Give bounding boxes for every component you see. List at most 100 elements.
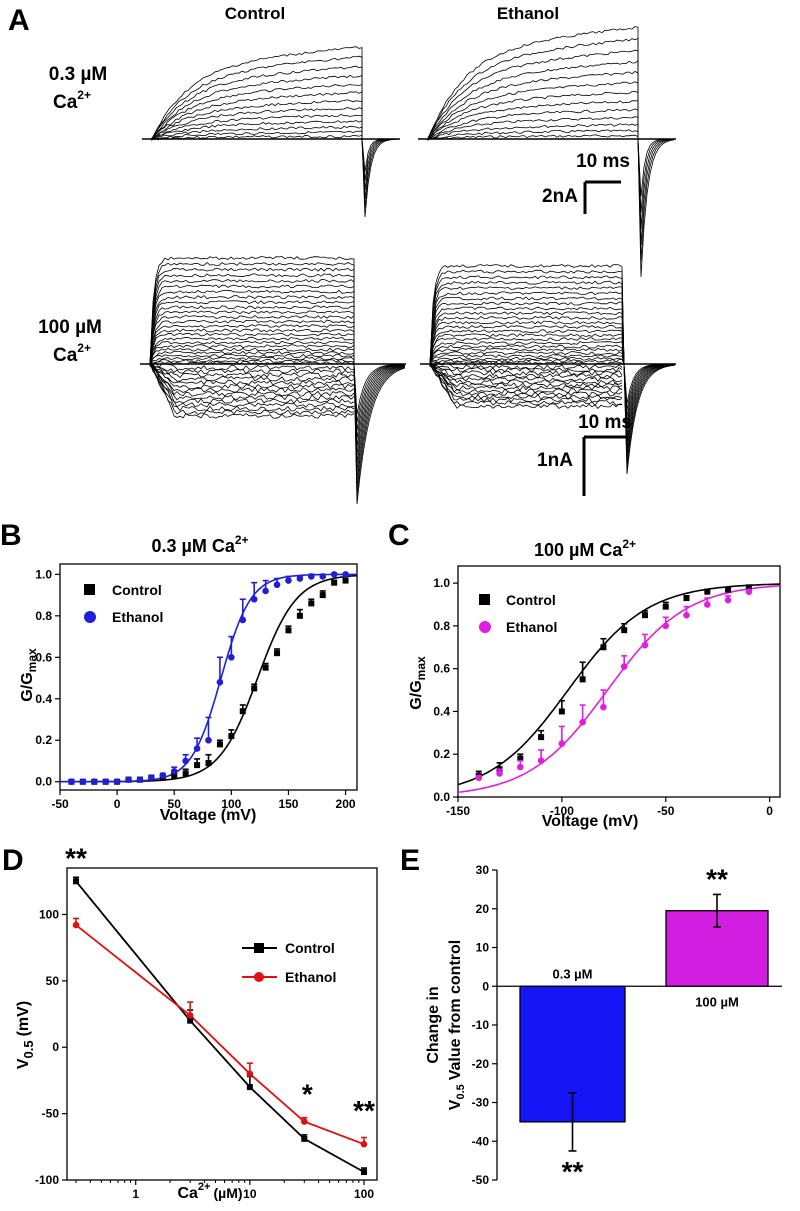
- data-point-control: [216, 741, 223, 748]
- y-tick-label: -10: [472, 1018, 490, 1032]
- data-point-ethanol: [496, 770, 503, 777]
- panel-b: B 0.3 µM Ca2+ -50 0 50 100 150 200 0.0 0.2 0.4 0.…: [0, 519, 358, 824]
- trace-outward: [140, 300, 355, 365]
- trace-tail: [353, 363, 406, 480]
- y-tick-label: 0.8: [433, 619, 450, 633]
- scale-bar-2-time: 10 ms: [578, 412, 632, 433]
- x-tick-label: 150: [278, 797, 298, 811]
- bar-category-label: 100 µM: [695, 994, 739, 1009]
- data-point-control: [262, 664, 269, 671]
- data-point-ethanol: [342, 571, 349, 578]
- trace-inward: [149, 362, 355, 375]
- scale-bar-1-current: 2nA: [542, 186, 578, 207]
- significance-marker: **: [65, 842, 87, 873]
- legend-marker-control: [479, 594, 490, 605]
- trace-tail: [353, 363, 406, 439]
- trace-outward: [140, 279, 355, 365]
- data-point-ethanol: [250, 595, 258, 603]
- y-tick-label: 0: [482, 979, 489, 993]
- data-point-ethanol: [68, 778, 75, 786]
- data-point-control: [228, 733, 235, 740]
- data-point-control: [187, 1017, 194, 1024]
- panel-a-ethanol-header: Ethanol: [497, 4, 559, 23]
- trace-tail: [637, 138, 675, 278]
- trace-outward: [420, 291, 625, 365]
- trace-outward: [142, 125, 363, 140]
- trace-outward: [140, 289, 355, 365]
- y-tick-label: 0.6: [433, 662, 450, 676]
- data-point-control: [579, 676, 586, 683]
- data-point-ethanol: [72, 921, 80, 929]
- panel-b-xlabel: Voltage (mV): [160, 807, 257, 824]
- trace-outward: [142, 74, 363, 140]
- data-point-control: [662, 603, 669, 610]
- data-point-ethanol: [620, 663, 628, 670]
- data-point-ethanol: [319, 573, 327, 580]
- data-point-control: [296, 612, 303, 619]
- legend-label-control: Control: [506, 592, 556, 608]
- data-point-ethanol: [475, 774, 483, 782]
- panel-e-ylabel-line2: V0.5Value from control: [447, 940, 467, 1110]
- data-point-ethanol: [517, 763, 524, 771]
- data-point-control: [725, 586, 732, 593]
- y-tick-label: -30: [472, 1096, 490, 1110]
- bar-1: [665, 910, 769, 987]
- y-tick-label: 0.4: [433, 704, 450, 718]
- trace-outward: [418, 81, 639, 140]
- trace-outward: [140, 336, 355, 365]
- data-point-control: [360, 1169, 367, 1176]
- trace-tail: [353, 363, 406, 505]
- x-tick-label: -50: [657, 804, 675, 818]
- trace-inward: [149, 360, 355, 371]
- data-point-control: [301, 1135, 308, 1142]
- trace-inward: [429, 364, 623, 376]
- legend-label-ethanol: Ethanol: [285, 969, 336, 985]
- trace-outward: [420, 296, 625, 366]
- data-point-control: [239, 708, 246, 715]
- data-point-ethanol: [558, 740, 566, 747]
- trace-inward: [149, 364, 355, 412]
- trace-inward: [429, 364, 623, 406]
- panel-d-letter: D: [2, 844, 24, 877]
- data-point-control: [641, 612, 648, 619]
- trace-tail: [353, 363, 406, 472]
- trace-outward: [420, 359, 625, 366]
- panel-e: E -50 -40 -30 -20 -10 0 10 20 30 0.3 µM ** 100 µM **…: [400, 844, 782, 1187]
- scale-bar-2-current: 1nA: [537, 450, 573, 471]
- trace-outward: [142, 130, 363, 141]
- trace-outward: [418, 129, 639, 140]
- y-tick-label: 0.2: [433, 747, 450, 761]
- trace-outward: [140, 324, 355, 365]
- significance-marker: **: [353, 1095, 375, 1126]
- data-point-control: [538, 734, 545, 741]
- panel-e-ylabel-line1: Change in: [425, 986, 442, 1063]
- data-point-ethanol: [703, 601, 711, 608]
- trace-outward: [420, 315, 625, 366]
- data-point-ethanol: [745, 588, 753, 595]
- y-tick-label: -40: [472, 1134, 490, 1148]
- y-tick-label: 100: [39, 907, 59, 921]
- data-point-ethanol: [360, 1140, 368, 1148]
- panel-a: A Control Ethanol 0.3 µM Ca2+ 100 µM Ca2…: [8, 4, 676, 505]
- trace-inward: [149, 362, 355, 405]
- data-point-ethanol: [113, 778, 121, 786]
- data-point-control: [308, 600, 315, 607]
- trace-outward: [418, 26, 639, 141]
- panel-b-chart: -50 0 50 100 150 200 0.0 0.2 0.4 0.6 0.8 1.0 Control…: [35, 563, 358, 811]
- data-point-control: [704, 588, 711, 595]
- y-tick-label: -100: [35, 1173, 59, 1187]
- x-tick-label: 50: [168, 797, 182, 811]
- data-point-ethanol: [182, 757, 189, 765]
- y-tick-label: 0.2: [35, 733, 52, 747]
- trace-tail: [353, 363, 406, 496]
- trace-tail: [637, 138, 675, 245]
- trace-inward: [429, 363, 623, 379]
- trace-outward: [420, 341, 625, 365]
- trace-outward: [142, 84, 363, 142]
- trace-inward: [429, 363, 623, 385]
- trace-outward: [420, 333, 625, 365]
- y-tick-label: 20: [476, 902, 490, 916]
- data-point-ethanol: [641, 641, 649, 649]
- traces-ethanol-high-ca: [420, 264, 676, 475]
